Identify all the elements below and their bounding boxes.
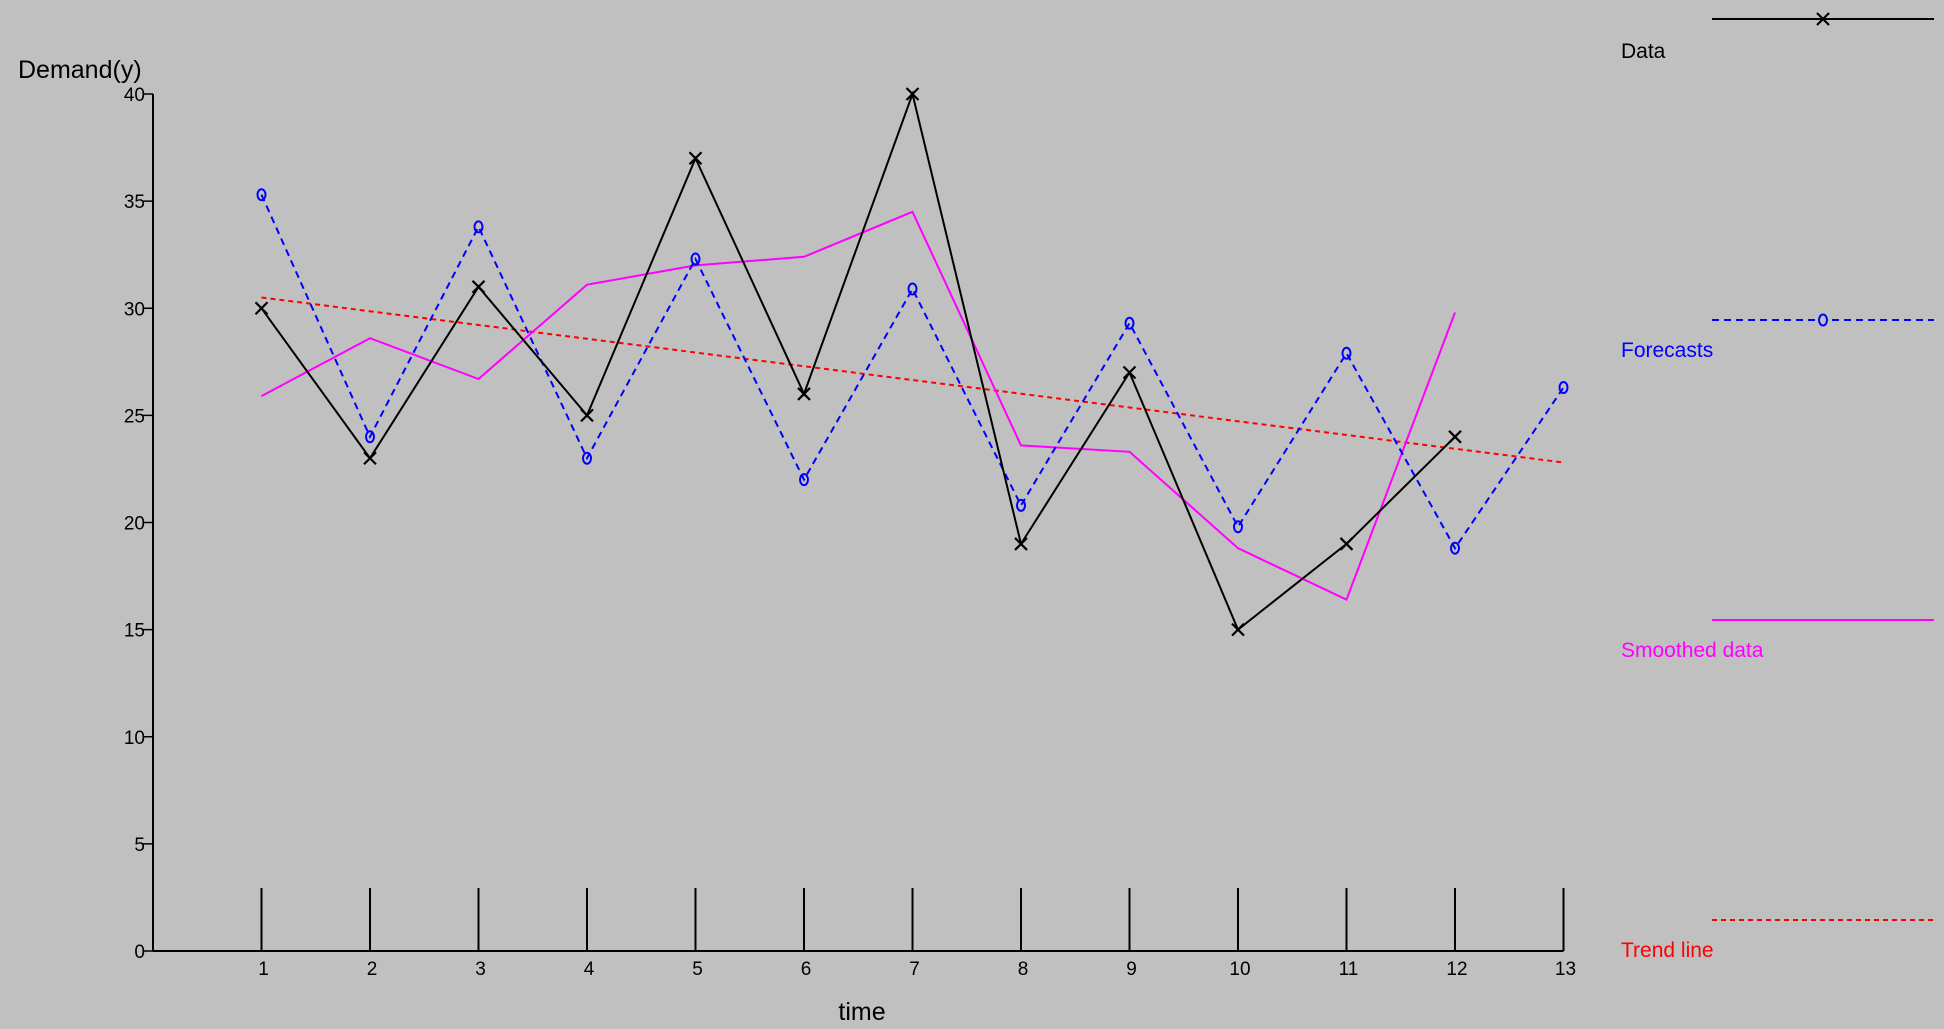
data-point-forecasts-2	[365, 430, 375, 444]
x-tick-label-2: 2	[367, 959, 378, 980]
series-line-smoothed-data	[261, 210, 1456, 601]
legend-marker-forecasts	[1818, 313, 1828, 327]
data-point-data-7	[905, 87, 920, 101]
legend-marker-data	[1816, 12, 1830, 26]
x-tick-label-6: 6	[801, 959, 812, 980]
y-tick-label-40: 40	[124, 85, 145, 106]
x-tick-label-1: 1	[258, 959, 269, 980]
legend-label-data: Data	[1621, 40, 1666, 63]
data-point-data-3	[471, 280, 486, 294]
y-tick-label-35: 35	[124, 192, 145, 213]
legend: Data Forecasts Smoothed data Trend line	[1621, 12, 1934, 962]
data-point-data-4	[580, 408, 594, 423]
legend-label-forecasts: Forecasts	[1621, 339, 1713, 362]
data-point-data-8	[1014, 537, 1028, 551]
x-tick-label-5: 5	[692, 959, 703, 980]
y-tick-label-10: 10	[124, 728, 145, 749]
x-tick-label-10: 10	[1229, 959, 1250, 980]
series-line-trend-line	[261, 296, 1564, 464]
data-point-forecasts-11	[1341, 346, 1352, 360]
legend-label-trend-line: Trend line	[1621, 939, 1714, 962]
x-tick-label-13: 13	[1555, 959, 1576, 980]
y-tick-label-25: 25	[124, 406, 145, 427]
data-point-forecasts-9	[1124, 316, 1135, 330]
y-tick-label-0: 0	[134, 942, 145, 963]
x-tick-label-11: 11	[1339, 959, 1359, 980]
x-axis-title: time	[838, 998, 885, 1026]
x-tick-label-12: 12	[1446, 959, 1467, 980]
series-area	[254, 87, 1569, 637]
x-tick-label-9: 9	[1126, 959, 1137, 980]
data-point-forecasts-3	[473, 220, 484, 234]
data-point-forecasts-4	[582, 451, 592, 465]
x-tick-label-3: 3	[475, 959, 486, 980]
data-point-forecasts-5	[690, 252, 701, 266]
y-axis-title: Demand(y)	[18, 56, 142, 84]
x-tick-label-8: 8	[1018, 959, 1029, 980]
data-point-forecasts-8	[1016, 498, 1026, 512]
data-point-forecasts-1	[256, 188, 267, 202]
data-point-data-5	[688, 151, 703, 166]
data-point-forecasts-6	[799, 473, 809, 487]
data-point-data-11	[1339, 537, 1354, 551]
series-line-data	[260, 90, 1456, 632]
x-tick-label-7: 7	[909, 959, 920, 980]
data-point-forecasts-10	[1233, 520, 1243, 534]
data-point-forecasts-13	[1558, 381, 1569, 395]
data-point-data-6	[797, 387, 811, 401]
data-point-data-1	[254, 301, 269, 316]
y-tick-label-20: 20	[124, 514, 145, 535]
data-point-data-12	[1448, 430, 1462, 444]
legend-label-smoothed-data: Smoothed data	[1621, 639, 1764, 662]
data-point-data-10	[1231, 622, 1245, 637]
x-tick-label-4: 4	[584, 959, 595, 980]
y-tick-label-5: 5	[134, 835, 145, 856]
y-tick-label-15: 15	[124, 621, 145, 642]
data-point-forecasts-12	[1450, 541, 1460, 555]
data-point-forecasts-7	[907, 282, 918, 296]
data-point-data-2	[363, 451, 377, 466]
data-point-data-9	[1122, 365, 1137, 380]
y-tick-label-30: 30	[124, 299, 145, 320]
